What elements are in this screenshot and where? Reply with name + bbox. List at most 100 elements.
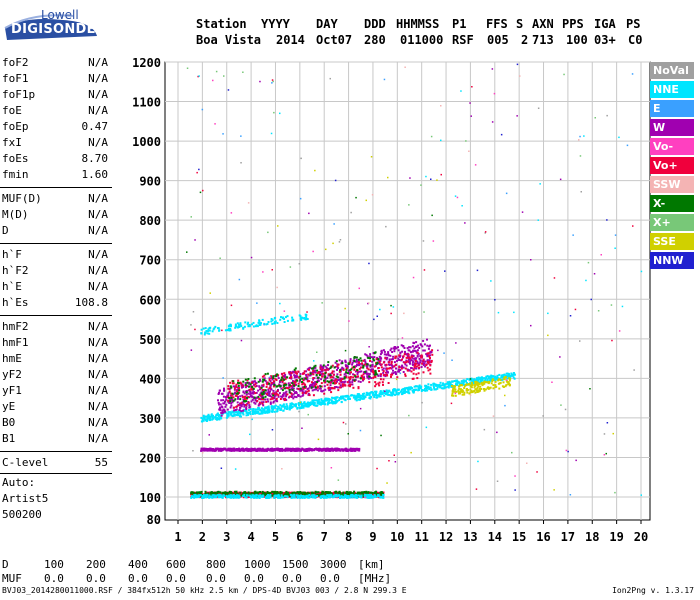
echo-point <box>235 448 238 451</box>
echo-point <box>238 411 241 414</box>
echo-point <box>400 388 403 391</box>
echo-point <box>317 379 320 382</box>
echo-point <box>270 320 273 323</box>
echo-point <box>360 493 363 496</box>
echo-point <box>289 395 292 398</box>
echo-point <box>379 390 382 393</box>
echo-point <box>513 377 516 380</box>
echo-point <box>338 359 341 362</box>
echo-point <box>305 317 308 320</box>
echo-point <box>385 373 388 376</box>
echo-point <box>349 383 352 386</box>
echo-point <box>336 386 339 389</box>
echo-point <box>212 492 215 495</box>
echo-point <box>406 356 409 359</box>
echo-point <box>412 360 415 363</box>
echo-point <box>330 365 333 368</box>
echo-point <box>398 366 401 369</box>
echo-point <box>497 382 500 385</box>
echo-point <box>433 388 436 391</box>
echo-point <box>268 379 271 381</box>
echo-point <box>276 448 279 451</box>
echo-point <box>283 317 285 320</box>
echo-point <box>476 377 479 380</box>
param-label: h`E <box>2 280 22 293</box>
echo-point <box>466 389 468 392</box>
echo-point <box>216 492 219 495</box>
echo-point <box>302 379 305 381</box>
echo-point <box>389 354 392 357</box>
header-value: 2014 <box>276 33 305 47</box>
echo-point <box>424 387 427 390</box>
echo-point <box>375 396 378 399</box>
param-value: N/A <box>88 432 108 445</box>
echo-point <box>297 394 300 397</box>
echo-point <box>226 491 228 494</box>
echo-point <box>418 347 421 349</box>
echo-point <box>264 373 267 376</box>
trace-F-echo-3 <box>228 351 380 403</box>
echo-point <box>436 386 439 389</box>
echo-point <box>326 399 328 401</box>
echo-point <box>323 392 326 395</box>
echo-point <box>221 409 224 412</box>
echo-point <box>331 376 334 379</box>
echo-point <box>401 364 404 367</box>
echo-point <box>294 371 297 374</box>
echo-point <box>232 396 235 399</box>
echo-point <box>217 399 219 402</box>
echo-point <box>230 414 233 417</box>
echo-point <box>344 384 347 387</box>
echo-point <box>330 492 333 495</box>
param-label: yF2 <box>2 368 22 381</box>
echo-point <box>241 401 244 404</box>
echo-point <box>238 415 241 418</box>
echo-point <box>391 394 394 397</box>
echo-point <box>293 380 296 383</box>
echo-point <box>267 400 270 403</box>
echo-point <box>211 416 214 419</box>
echo-point <box>347 376 350 379</box>
echo-point <box>288 386 291 388</box>
echo-point <box>427 383 430 386</box>
param-row: B1 N/A <box>2 432 108 446</box>
echo-point <box>473 383 476 386</box>
echo-point <box>240 402 243 405</box>
echo-point <box>238 409 241 411</box>
echo-point <box>318 449 321 452</box>
echo-point <box>492 384 495 387</box>
echo-point <box>341 378 344 381</box>
echo-point <box>227 387 230 390</box>
echo-point <box>349 385 351 388</box>
echo-point <box>386 356 389 359</box>
echo-point <box>291 388 294 391</box>
echo-point <box>347 397 350 400</box>
echo-point <box>306 368 309 371</box>
echo-point <box>508 377 511 380</box>
echo-point <box>372 371 375 374</box>
echo-point <box>439 381 442 384</box>
echo-point <box>266 323 269 325</box>
echo-point <box>227 327 230 330</box>
echo-point <box>225 416 228 419</box>
echo-point <box>362 379 364 382</box>
echo-point <box>488 375 491 378</box>
echo-point <box>211 448 214 450</box>
echo-point <box>490 374 493 377</box>
echo-point <box>234 409 237 411</box>
echo-point <box>331 371 334 374</box>
echo-point <box>401 358 403 361</box>
echo-point <box>461 389 464 392</box>
echo-point <box>299 389 302 392</box>
echo-point <box>262 378 265 381</box>
echo-point <box>271 378 274 381</box>
echo-point <box>293 449 296 451</box>
echo-point <box>261 449 264 452</box>
echo-point <box>240 386 243 389</box>
echo-point <box>364 362 367 365</box>
param-row: foE N/A <box>2 104 108 118</box>
echo-point <box>496 374 499 377</box>
echo-point <box>385 363 388 366</box>
echo-point <box>273 317 276 320</box>
echo-point <box>440 387 443 390</box>
